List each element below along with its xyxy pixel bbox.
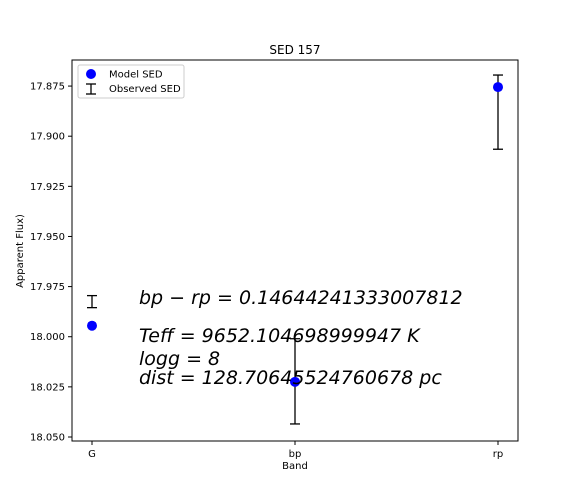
y-tick-label: 17.875 [30, 82, 65, 93]
x-axis-label: Band [282, 461, 308, 472]
y-tick-label: 17.975 [30, 282, 65, 293]
y-tick-label: 17.925 [30, 182, 65, 193]
y-axis: 17.875 17.900 17.925 17.950 17.975 18.000 18.0… [30, 82, 72, 443]
y-tick-label: 18.025 [30, 382, 65, 393]
model-sed-point [493, 82, 503, 93]
x-tick-label: G [88, 449, 96, 460]
y-axis-label: Apparent Flux) [15, 214, 26, 288]
legend-label-observed: Observed SED [109, 84, 181, 95]
annotation-text: bp − rp = 0.14644241333007812 [139, 287, 463, 309]
y-tick-label: 18.050 [30, 432, 65, 443]
annotation-text: Teff = 9652.104698999947 K [139, 325, 421, 347]
legend-box [77, 64, 185, 99]
model-sed-points [87, 82, 503, 387]
y-tick-label: 17.950 [30, 232, 65, 243]
annotation-text: dist = 128.70645524760678 pc [139, 367, 442, 389]
chart-title: SED 157 [269, 43, 320, 57]
model-sed-point [290, 376, 300, 387]
legend-label-model: Model SED [109, 70, 163, 81]
annotation-text: logg = 8 [139, 348, 220, 370]
legend: Model SED Observed SED [77, 64, 185, 99]
y-tick-label: 17.900 [30, 132, 65, 143]
legend-marker-model [86, 69, 96, 79]
model-sed-point [87, 320, 97, 331]
x-tick-label: rp [493, 449, 503, 460]
x-tick-label: bp [289, 449, 302, 460]
annotations: bp − rp = 0.14644241333007812 Teff = 9652… [139, 287, 463, 389]
y-tick-label: 18.000 [30, 332, 65, 343]
